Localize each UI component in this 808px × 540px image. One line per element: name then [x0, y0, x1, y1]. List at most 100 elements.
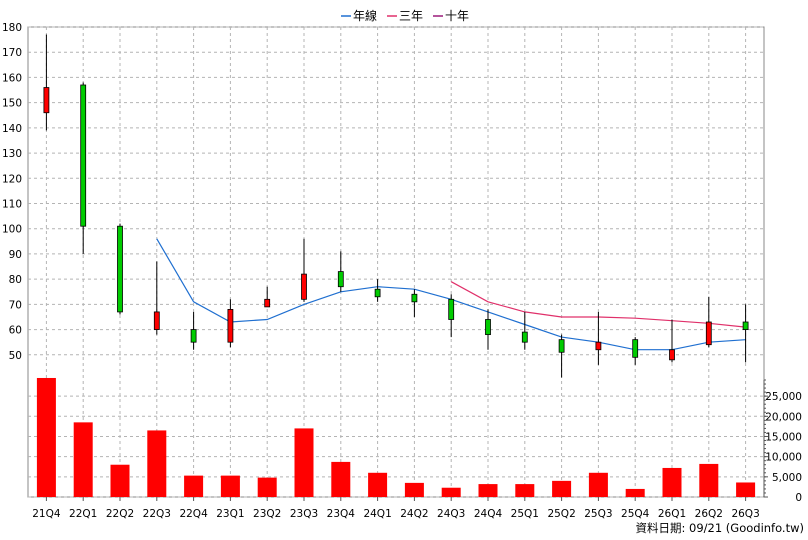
x-tick-label: 23Q1: [216, 508, 244, 520]
volume-tick-label: 20,000: [765, 411, 802, 423]
price-tick-label: 60: [9, 325, 22, 337]
volume-bar: [662, 467, 682, 497]
candle-body: [669, 349, 675, 361]
candle-body: [190, 329, 197, 343]
candlestick: [153, 261, 160, 335]
price-tick-label: 140: [2, 123, 22, 135]
candle-body: [705, 321, 712, 346]
candle-body: [264, 298, 271, 308]
volume-bar: [625, 488, 645, 497]
x-tick-label: 26Q1: [658, 508, 686, 520]
candle-body: [227, 308, 234, 343]
price-tick-label: 80: [9, 274, 22, 286]
x-tick-label: 21Q4: [32, 508, 61, 520]
x-tick-label: 22Q4: [179, 508, 208, 520]
candlestick: [521, 311, 528, 350]
price-tick-label: 180: [2, 22, 22, 34]
candlestick: [558, 334, 565, 378]
volume-bar: [294, 428, 314, 497]
volume-bar: [36, 377, 56, 497]
x-tick-label: 25Q2: [547, 508, 575, 520]
x-tick-label: 24Q1: [363, 508, 391, 520]
x-tick-label: 25Q1: [511, 508, 539, 520]
candlestick: [669, 319, 675, 363]
price-tick-label: 150: [2, 98, 22, 110]
volume-bar: [368, 472, 388, 497]
legend-label-yearly: 年線: [353, 8, 377, 23]
volume-tick-label: 5,000: [772, 472, 802, 484]
candle-body: [374, 288, 381, 298]
candle-body: [153, 311, 160, 330]
candlestick: [742, 304, 749, 363]
plot-frame: [27, 26, 765, 498]
candlestick: [595, 311, 602, 365]
price-tick-label: 50: [9, 350, 22, 362]
volume-bar: [110, 464, 130, 497]
candle-body: [632, 339, 639, 358]
candlestick: [337, 251, 344, 292]
candlestick: [43, 34, 50, 131]
volume-bar: [515, 484, 535, 497]
volume-bar: [147, 430, 167, 497]
candlestick: [411, 289, 418, 317]
volume-bars: [36, 377, 756, 497]
candlestick: [485, 309, 491, 350]
candlestick: [117, 223, 123, 315]
candlestick: [705, 296, 712, 348]
price-tick-label: 110: [2, 199, 22, 211]
volume-bar: [331, 461, 351, 497]
candlestick: [374, 279, 381, 302]
candle-body: [43, 87, 50, 114]
x-tick-label: 22Q3: [143, 508, 171, 520]
price-tick-label: 160: [2, 72, 22, 84]
x-tick-label: 24Q3: [437, 508, 465, 520]
x-tick-label: 24Q4: [474, 508, 503, 520]
legend-label-3yr: 三年: [399, 9, 423, 23]
candlestick: [227, 299, 234, 348]
candlestick: [264, 286, 271, 308]
volume-bar: [220, 475, 240, 497]
legend: 年線 三年 十年: [341, 8, 469, 23]
x-tick-label: 22Q1: [69, 508, 97, 520]
volume-bar: [441, 487, 461, 497]
volume-tick-label: 25,000: [765, 391, 802, 403]
price-tick-label: 170: [2, 47, 22, 59]
grid: [28, 26, 764, 498]
price-tick-label: 120: [2, 173, 22, 185]
x-axis: 21Q4 22Q1 22Q2 22Q3 22Q4 23Q1 23Q2 23Q3 23Q4 24Q1…: [32, 497, 760, 520]
candle-body: [301, 273, 307, 300]
x-tick-label: 23Q2: [253, 508, 281, 520]
candle-body: [80, 84, 87, 227]
volume-bar: [478, 484, 498, 497]
volume-bar: [257, 477, 277, 497]
volume-bar: [736, 482, 756, 497]
candle-body: [595, 341, 602, 351]
x-tick-label: 24Q2: [400, 508, 428, 520]
volume-bar: [184, 475, 204, 497]
candlestick: [190, 311, 197, 350]
price-axis: 180 170 160 150 140 130 120 110 100 90 80 70 60 50: [2, 22, 22, 362]
x-tick-label: 23Q3: [290, 508, 318, 520]
price-tick-label: 100: [2, 224, 22, 236]
price-tick-label: 90: [9, 249, 22, 261]
legend-label-10yr: 十年: [445, 9, 469, 23]
candle-body: [558, 339, 565, 353]
volume-bar: [588, 472, 608, 497]
candle-body: [337, 271, 344, 288]
candlestick: [80, 82, 87, 254]
candle-body: [521, 331, 528, 343]
x-tick-label: 23Q4: [327, 508, 356, 520]
volume-bar: [699, 463, 719, 497]
x-tick-label: 26Q3: [731, 508, 759, 520]
footer-source: 資料日期: 09/21 (Goodinfo.tw): [635, 521, 804, 535]
candlestick: [632, 337, 639, 365]
volume-bar: [404, 482, 424, 497]
candlestick: [301, 238, 307, 302]
price-tick-label: 70: [9, 299, 22, 311]
volume-axis: 25,000 20,000 15,000 10,000 5,000 0: [763, 379, 802, 504]
x-tick-label: 26Q2: [695, 508, 723, 520]
volume-bar: [552, 480, 572, 497]
x-tick-label: 22Q2: [106, 508, 134, 520]
volume-tick-label: 10,000: [765, 452, 802, 464]
